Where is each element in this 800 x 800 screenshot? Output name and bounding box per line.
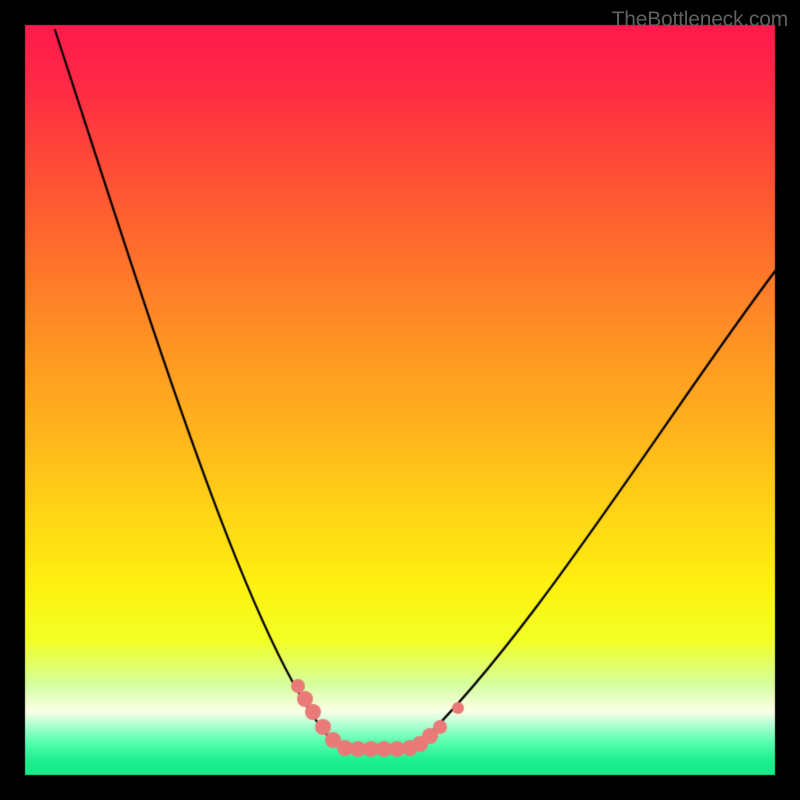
watermark-text: TheBottleneck.com (612, 8, 788, 32)
bottleneck-gradient-chart (0, 0, 800, 800)
